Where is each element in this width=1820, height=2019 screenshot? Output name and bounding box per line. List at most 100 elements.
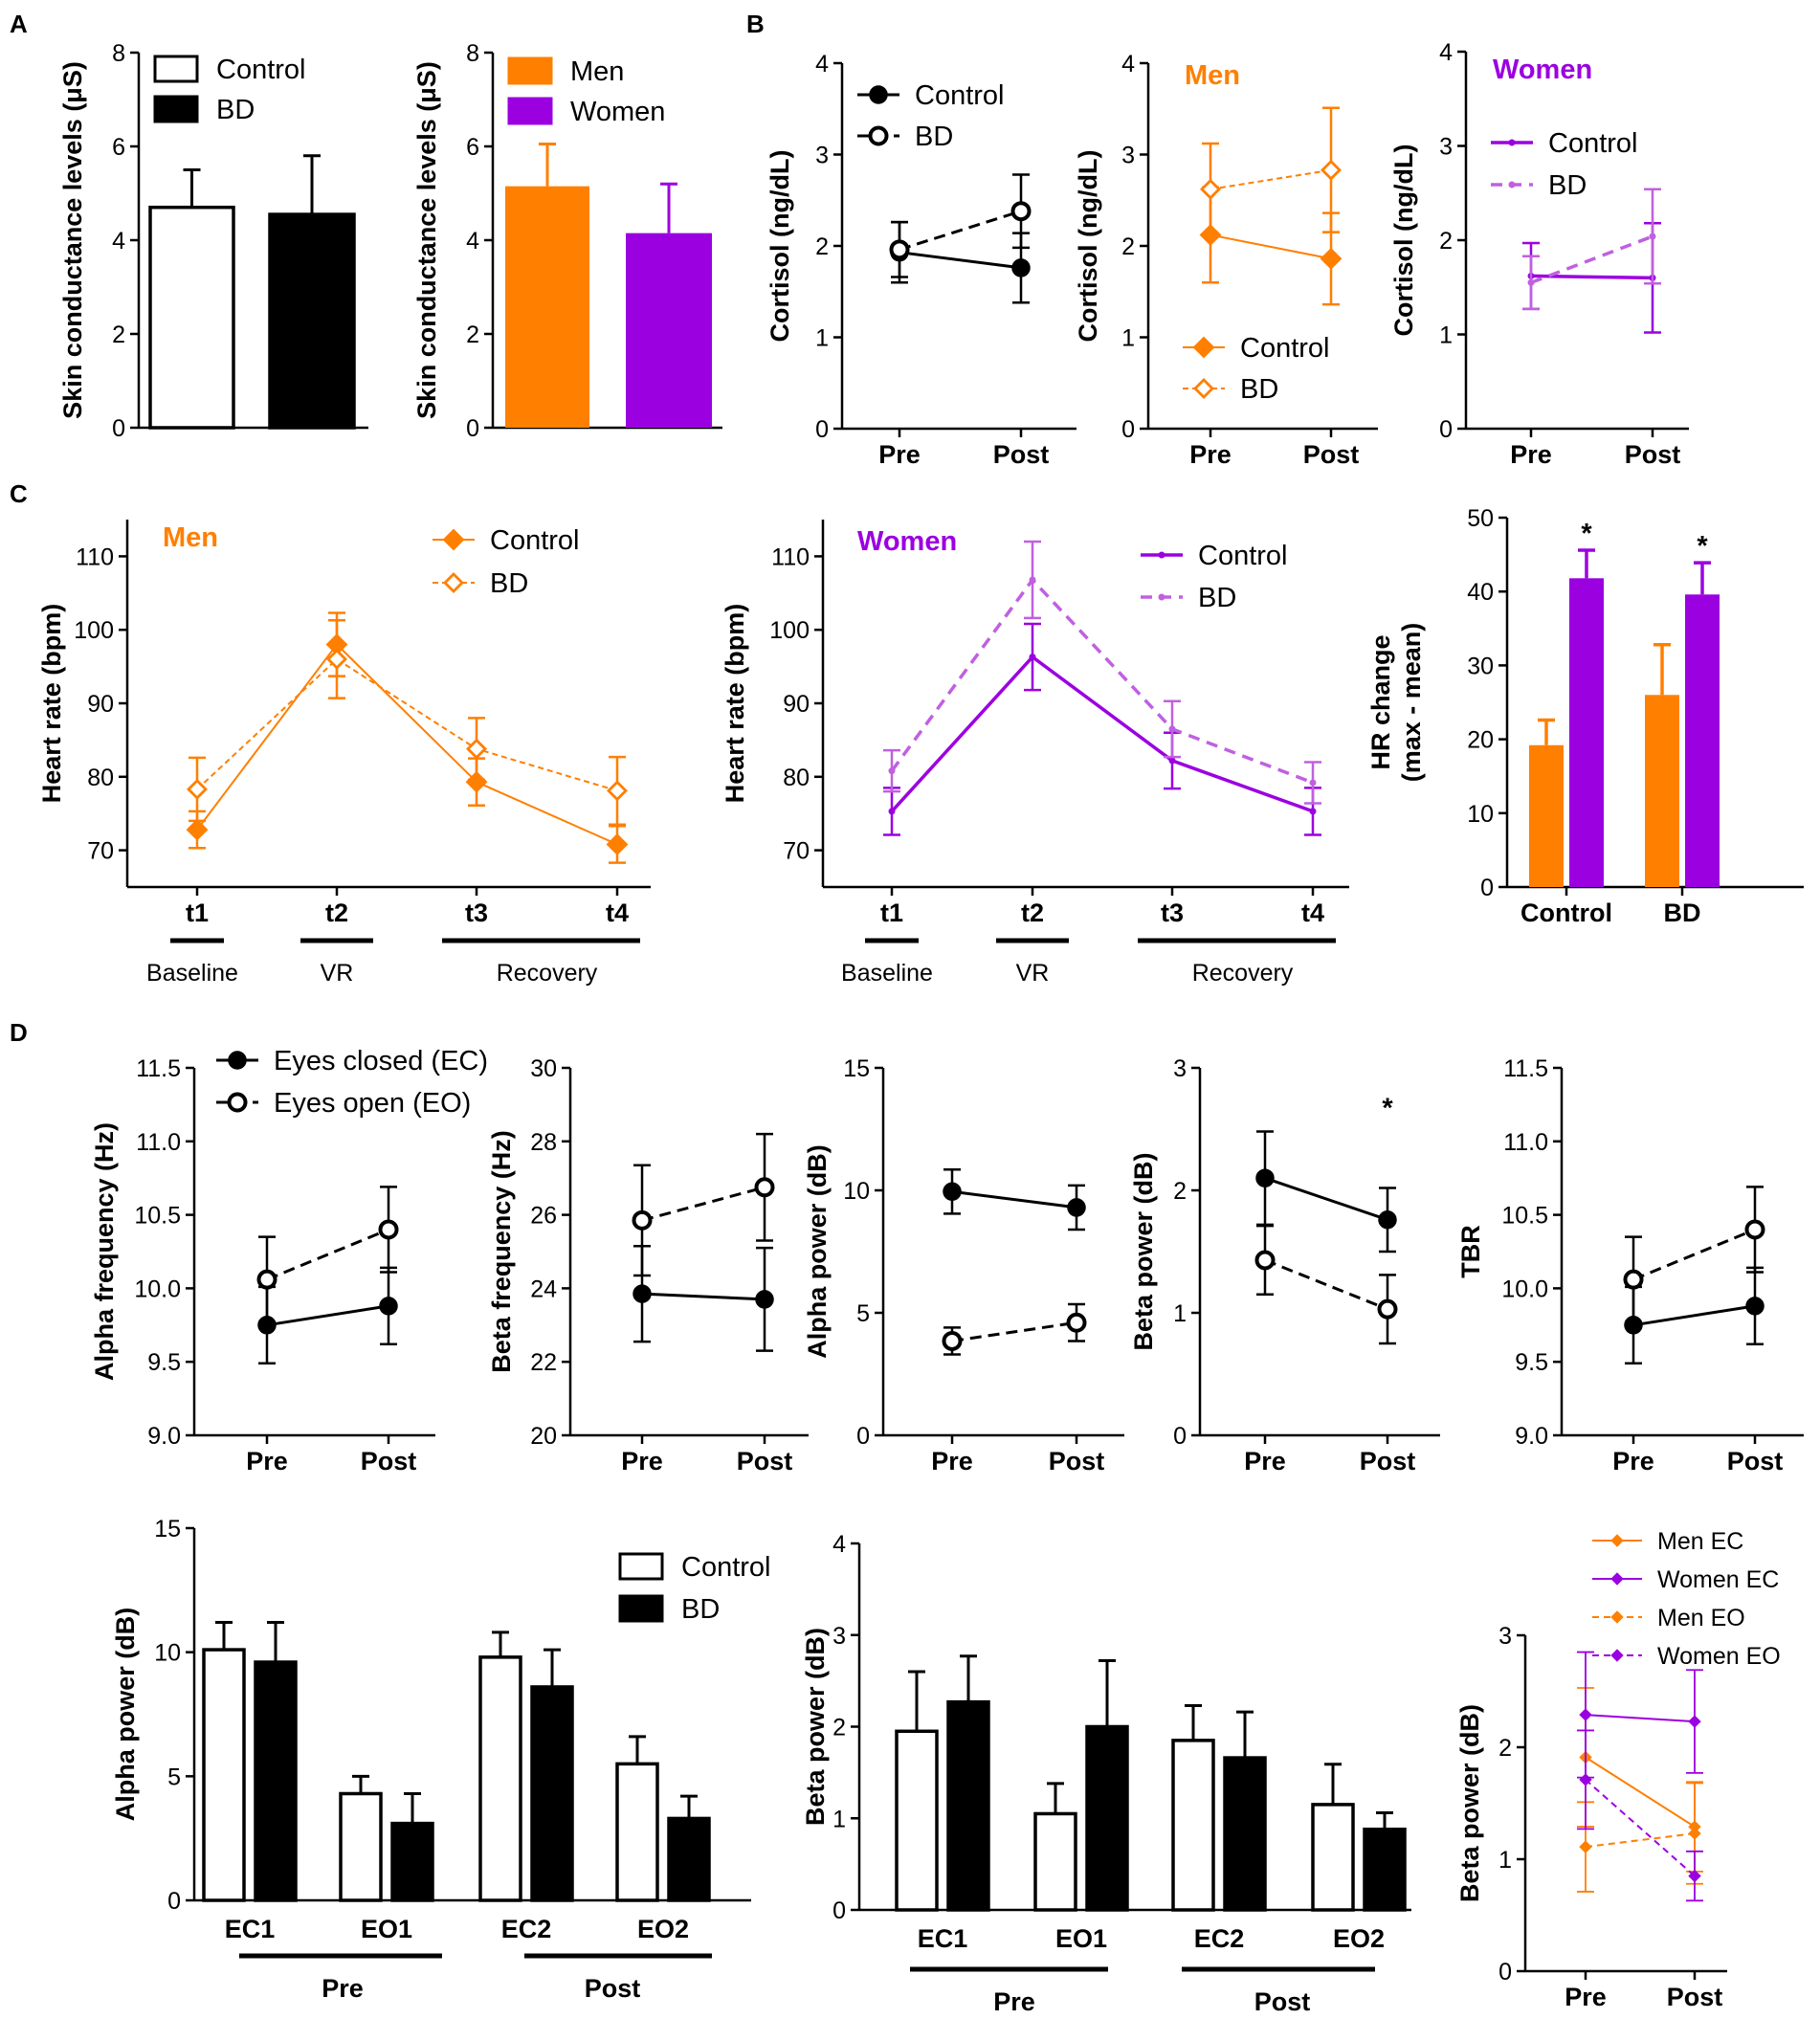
x-tick-label: Pre — [1612, 1447, 1654, 1475]
y-tick-label: 30 — [1467, 653, 1494, 679]
y-tick-label: 80 — [87, 765, 114, 791]
y-tick-label: 70 — [87, 838, 114, 865]
y-tick-label: 9.0 — [1515, 1423, 1548, 1450]
x-tick-label: Post — [993, 440, 1050, 469]
data-point — [1192, 336, 1215, 359]
panel-label-c: C — [10, 479, 28, 508]
y-tick-label: 90 — [87, 691, 114, 718]
legend-label: Women EC — [1657, 1566, 1779, 1593]
x-tick-label: t1 — [186, 899, 209, 927]
y-tick-label: 90 — [783, 691, 810, 718]
group-label: Pre — [993, 1987, 1035, 2016]
y-tick-label: 11.5 — [1503, 1055, 1548, 1082]
legend-label: Men EO — [1657, 1605, 1745, 1631]
data-point — [378, 1219, 399, 1240]
x-tick-label: EO1 — [1055, 1924, 1107, 1953]
legend-label: Control — [1548, 128, 1638, 159]
y-tick-label: 2 — [832, 1715, 846, 1742]
series-line-eyes-closed-ec- — [951, 1189, 1077, 1209]
y-tick-label: 2 — [1439, 228, 1453, 255]
legend-label: BD — [1198, 583, 1236, 613]
y-tick-label: 0 — [856, 1423, 870, 1450]
data-point — [326, 648, 347, 670]
data-point — [633, 1284, 652, 1303]
bar-men-control — [1529, 744, 1564, 887]
y-tick-label: 10.0 — [1501, 1276, 1548, 1302]
data-point — [1649, 233, 1656, 240]
y-tick-label: 2 — [466, 322, 479, 348]
bar-bd-eo2 — [1363, 1827, 1407, 1912]
data-point — [1029, 654, 1036, 661]
y-axis-title: Cortisol (ng/dL) — [1074, 150, 1102, 343]
y-tick-label: 0 — [1439, 416, 1453, 443]
data-point — [256, 1269, 277, 1290]
data-point — [868, 125, 889, 146]
y-tick-label: 40 — [1467, 579, 1494, 606]
y-axis-title: TBR — [1456, 1225, 1485, 1278]
y-tick-label: 10 — [1467, 801, 1494, 828]
bar-control — [148, 205, 235, 430]
y-tick-label: 3 — [815, 143, 829, 169]
y-tick-label: 30 — [530, 1055, 557, 1082]
y-tick-label: 5 — [856, 1300, 870, 1327]
bar-bd-ec2 — [530, 1685, 574, 1902]
chart-title-men: Men — [1185, 60, 1240, 91]
data-point — [1011, 258, 1031, 277]
x-tick-label: Pre — [1565, 1983, 1607, 2011]
series-line-eyes-open-eo- — [641, 1186, 766, 1222]
y-tick-label: 70 — [783, 838, 810, 865]
x-tick-label: t3 — [1161, 899, 1184, 927]
y-tick-label: 11.0 — [1503, 1129, 1548, 1156]
data-point — [1688, 1869, 1701, 1883]
x-tick-label: Pre — [1189, 440, 1232, 469]
y-tick-label: 9.5 — [1515, 1349, 1548, 1376]
series-line-control — [899, 251, 1022, 270]
y-tick-label: 4 — [1439, 39, 1453, 66]
data-point — [1579, 1708, 1592, 1721]
legend-swatch — [618, 1552, 664, 1581]
data-point — [1193, 378, 1214, 399]
y-axis-title: Beta power (dB) — [801, 1628, 830, 1826]
legend-label: BD — [1240, 374, 1278, 405]
group-label: Pre — [322, 1974, 364, 2003]
data-point — [1610, 1534, 1624, 1547]
x-tick-label: Post — [1727, 1447, 1784, 1475]
x-tick-label: EC1 — [918, 1924, 968, 1953]
x-tick-label: t4 — [1301, 899, 1324, 927]
y-tick-label: 4 — [815, 51, 829, 78]
y-tick-label: 4 — [832, 1531, 846, 1558]
data-point — [606, 833, 629, 855]
data-point — [1508, 181, 1516, 189]
bar-bd-ec2 — [1223, 1756, 1267, 1912]
data-point — [1623, 1269, 1644, 1290]
y-axis-title: Skin conductance levels (μS) — [58, 61, 87, 419]
series-line-eyes-open-eo- — [951, 1320, 1077, 1342]
data-point — [1744, 1219, 1765, 1240]
phase-label: Recovery — [1192, 960, 1294, 987]
data-point — [755, 1290, 774, 1309]
legend-label: BD — [1548, 170, 1587, 201]
data-point — [942, 1330, 963, 1351]
y-tick-label: 0 — [167, 1888, 181, 1915]
y-tick-label: 6 — [112, 134, 125, 161]
series-line-men-ec — [1585, 1756, 1696, 1828]
bar-women-control — [1569, 578, 1604, 887]
y-tick-label: 11.0 — [136, 1129, 181, 1156]
y-tick-label: 50 — [1467, 505, 1494, 532]
legend-swatch — [153, 95, 199, 123]
series-line-bd — [899, 210, 1022, 252]
y-tick-label: 0 — [1498, 1959, 1512, 1986]
series-line-bd — [890, 577, 1314, 785]
x-tick-label: Post — [361, 1447, 417, 1475]
data-point — [1321, 159, 1342, 181]
y-tick-label: 15 — [154, 1516, 181, 1542]
y-axis-title: HR change — [1366, 634, 1395, 769]
y-tick-label: 0 — [112, 415, 125, 442]
series-line-eyes-closed-ec- — [266, 1304, 389, 1327]
x-tick-label: Post — [1303, 440, 1360, 469]
data-point — [943, 1182, 962, 1202]
data-point — [1610, 1649, 1624, 1662]
legend-label: Control — [490, 525, 580, 556]
x-tick-label: Pre — [1510, 440, 1552, 469]
legend-swatch — [507, 97, 553, 125]
